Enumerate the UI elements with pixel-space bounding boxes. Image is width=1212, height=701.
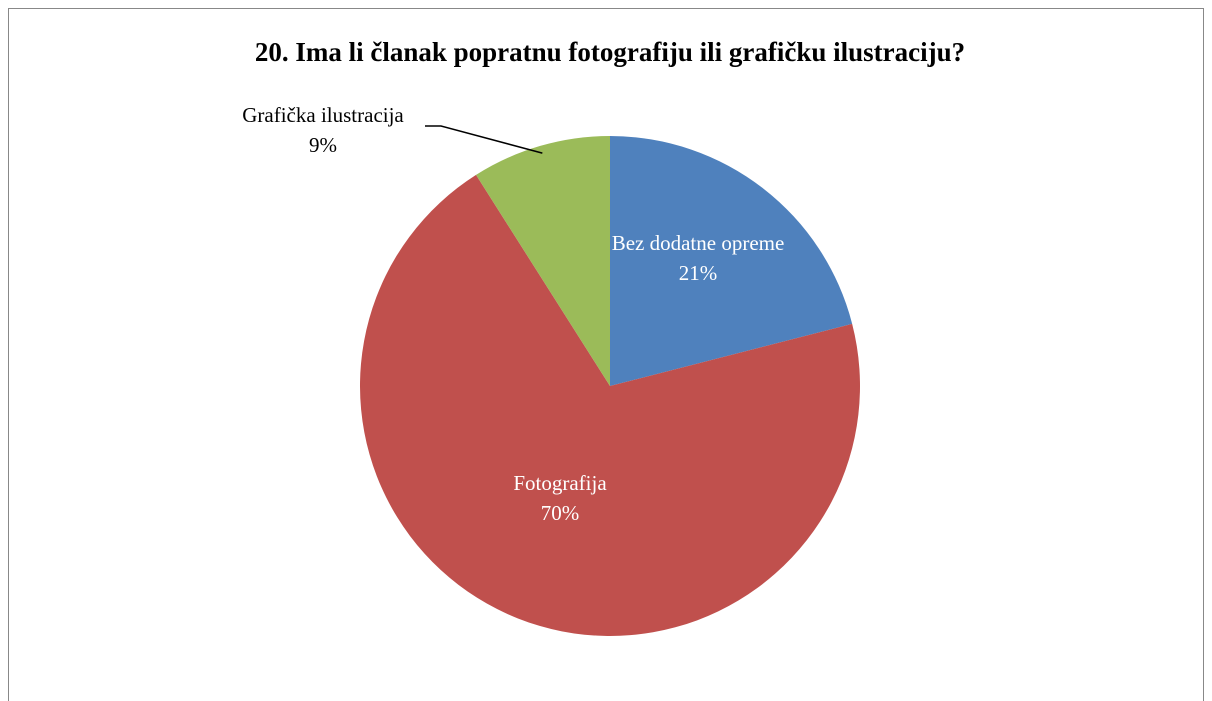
slice-value-label: 70%: [541, 501, 580, 525]
pie-slice: [476, 136, 610, 386]
slice-label: Grafička ilustracija: [242, 103, 404, 127]
slice-label: Bez dodatne opreme: [612, 231, 785, 255]
slice-value-label: 21%: [679, 261, 718, 285]
chart-title: 20. Ima li članak popratnu fotografiju i…: [255, 37, 965, 67]
pie-slice: [610, 136, 853, 386]
pie-slice: [360, 174, 861, 636]
slice-value-label: 9%: [309, 133, 337, 157]
slice-label: Fotografija: [513, 471, 607, 495]
leader-line: [425, 125, 543, 154]
